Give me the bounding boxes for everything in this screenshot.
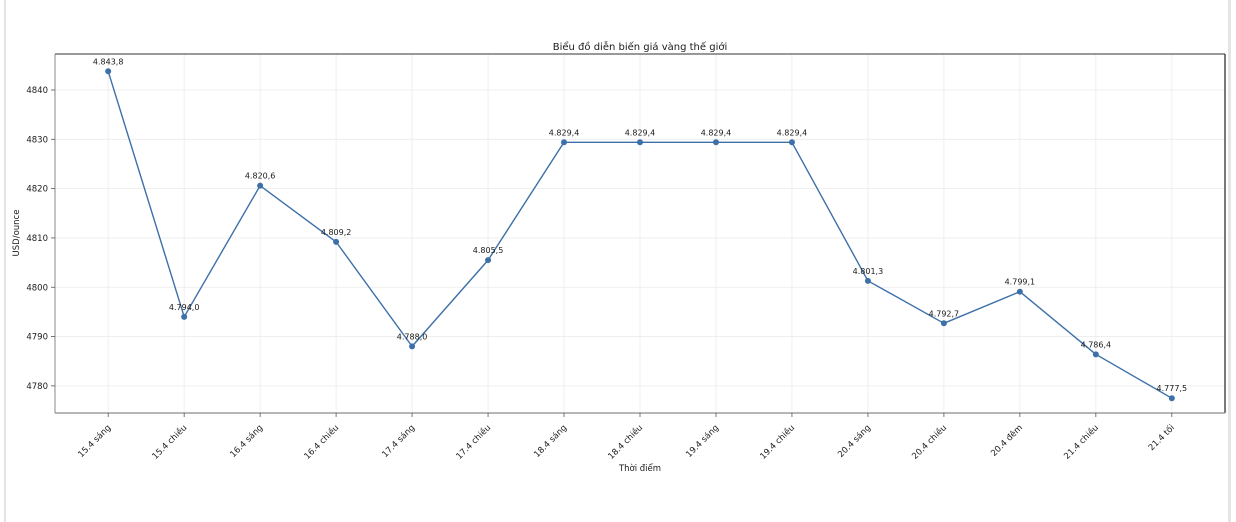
data-point-marker <box>105 68 112 75</box>
data-point-marker <box>1016 288 1023 295</box>
data-point-label: 4.788,0 <box>397 332 428 341</box>
data-point-label: 4.777,5 <box>1157 384 1188 393</box>
frame-right-border <box>1228 0 1231 522</box>
data-point-label: 4.786,4 <box>1081 340 1112 349</box>
y-tick-label: 4780 <box>26 382 48 392</box>
data-point-marker <box>485 257 492 264</box>
data-point-label: 4.794,0 <box>169 303 200 312</box>
frame-left-border <box>4 0 6 522</box>
data-point-label: 4.829,4 <box>701 128 732 137</box>
data-point-label: 4.820,6 <box>245 172 276 181</box>
x-tick-label: 15.4 chiều <box>150 422 189 461</box>
data-point-marker <box>940 320 947 327</box>
data-point-label: 4.792,7 <box>929 309 960 318</box>
data-point-marker <box>637 139 643 146</box>
x-tick-label: 21.4 chiều <box>1062 422 1101 461</box>
data-point-marker <box>333 238 340 245</box>
data-point-label: 4.801,3 <box>853 267 884 276</box>
data-point-label: 4.809,2 <box>321 228 352 237</box>
chart-title: Biểu đồ diễn biến giá vàng thế giới <box>553 40 728 53</box>
x-tick-label: 16.4 chiều <box>302 422 341 461</box>
y-tick-label: 4830 <box>26 135 48 145</box>
data-point-marker <box>257 182 264 189</box>
grid-lines <box>55 54 1225 413</box>
data-point-marker <box>1168 395 1175 402</box>
x-tick-label: 20.4 sáng <box>836 423 873 460</box>
x-tick-label: 15.4 sáng <box>76 423 113 460</box>
x-tick-label: 20.4 chiều <box>910 422 949 461</box>
data-point-marker <box>712 139 719 146</box>
data-point-marker <box>409 343 416 350</box>
data-point-label: 4.805,5 <box>473 246 504 255</box>
y-tick-label: 4840 <box>26 86 48 96</box>
data-point-label: 4.829,4 <box>777 128 808 137</box>
y-tick-label: 4800 <box>26 283 48 293</box>
data-point-label: 4.829,4 <box>549 128 580 137</box>
data-point-marker <box>1092 351 1099 358</box>
data-point-marker <box>788 139 795 146</box>
axes: 4780 4790 4800 4810 4820 4830 4840 15.4 sáng 15.… <box>26 53 1226 462</box>
data-series <box>105 68 1175 402</box>
x-tick-label: 19.4 sáng <box>684 423 721 460</box>
x-tick-label: 17.4 chiều <box>454 422 493 461</box>
x-tick-label: 16.4 sáng <box>228 423 265 460</box>
x-tick-label: 18.4 chiều <box>606 422 645 461</box>
x-tick-label: 18.4 sáng <box>532 423 569 460</box>
y-tick-label: 4820 <box>26 185 48 195</box>
y-tick-label: 4790 <box>26 333 48 343</box>
data-point-marker <box>561 139 568 146</box>
data-point-label: 4.829,4 <box>625 128 656 137</box>
y-tick-label: 4810 <box>26 234 48 244</box>
data-point-label: 4.799,1 <box>1005 278 1036 287</box>
x-axis-label: Thời điểm <box>618 463 661 474</box>
y-axis-label: USD/ounce <box>12 210 22 257</box>
x-tick-label: 17.4 sáng <box>380 423 417 460</box>
data-point-label: 4.843,8 <box>93 57 124 66</box>
x-tick-label: 19.4 chiều <box>758 422 797 461</box>
data-point-marker <box>864 277 871 284</box>
data-point-marker <box>181 313 188 320</box>
x-tick-label: 20.4 đêm <box>989 422 1025 458</box>
x-tick-label: 21.4 tối <box>1146 422 1177 453</box>
point-labels: 4.843,8 4.794,0 4.820,6 4.809,2 4.788,0 4.805… <box>93 57 1187 393</box>
